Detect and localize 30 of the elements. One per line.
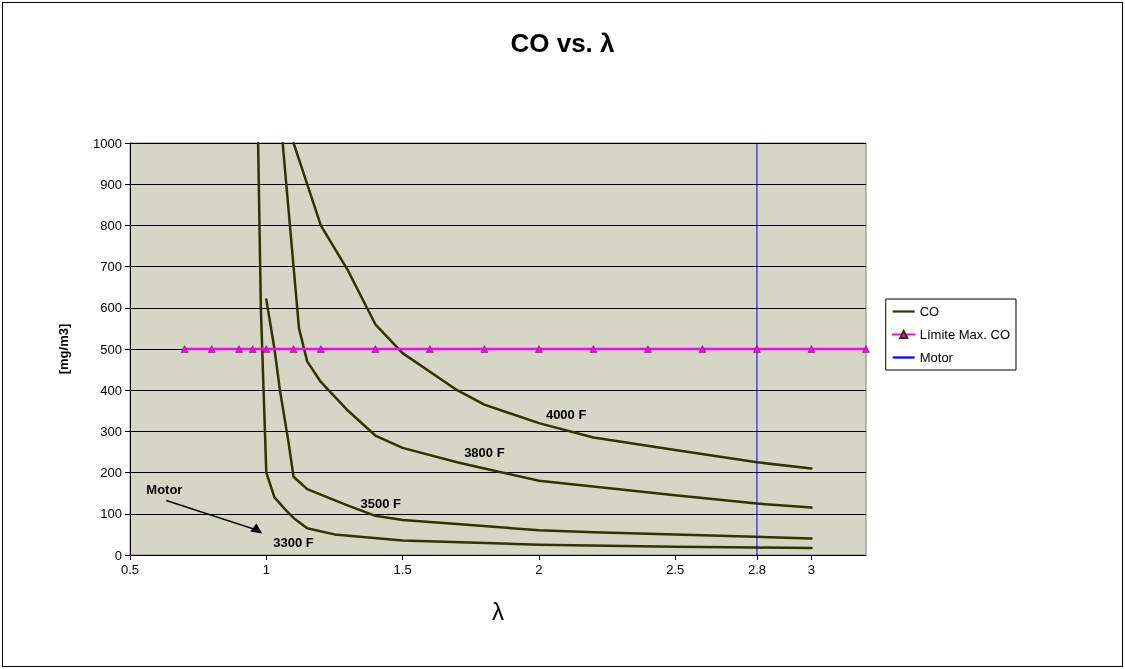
y-tick-label: 600 <box>100 300 122 316</box>
annotation: Motor <box>146 481 183 497</box>
legend-label: Límite Max. CO <box>919 327 1010 342</box>
y-tick-label: 700 <box>100 259 122 275</box>
y-tick-label: 1000 <box>93 135 122 151</box>
x-tick-label: 3 <box>807 562 816 577</box>
y-tick-label: 500 <box>100 341 122 357</box>
x-tick-label: 2.5 <box>666 562 685 577</box>
x-tick-label: 0.5 <box>120 562 140 577</box>
x-tick-label: 2 <box>535 562 543 577</box>
annotation: 4000 F <box>545 407 587 423</box>
x-tick-label: 2.8 <box>747 562 766 577</box>
annotation: 3300 F <box>273 535 314 551</box>
y-tick-label: 300 <box>100 423 122 439</box>
annotation: 3800 F <box>464 444 505 460</box>
x-tick-label: 1.5 <box>393 562 412 577</box>
annotation: 3500 F <box>360 496 402 511</box>
y-axis-title: [mg/m3] <box>56 323 71 375</box>
chart-title: CO vs. λ <box>510 28 616 58</box>
x-axis-title: λ <box>492 597 504 625</box>
y-tick-label: 800 <box>100 217 122 233</box>
legend-label: CO <box>919 304 940 319</box>
y-tick-label: 100 <box>100 506 122 522</box>
y-tick-label: 0 <box>114 547 122 563</box>
legend-label: Motor <box>919 350 954 365</box>
y-tick-label: 400 <box>100 382 122 398</box>
x-tick-label: 1 <box>262 562 270 577</box>
y-tick-label: 200 <box>100 465 122 481</box>
y-tick-label: 900 <box>100 176 122 192</box>
line-series <box>265 298 813 540</box>
